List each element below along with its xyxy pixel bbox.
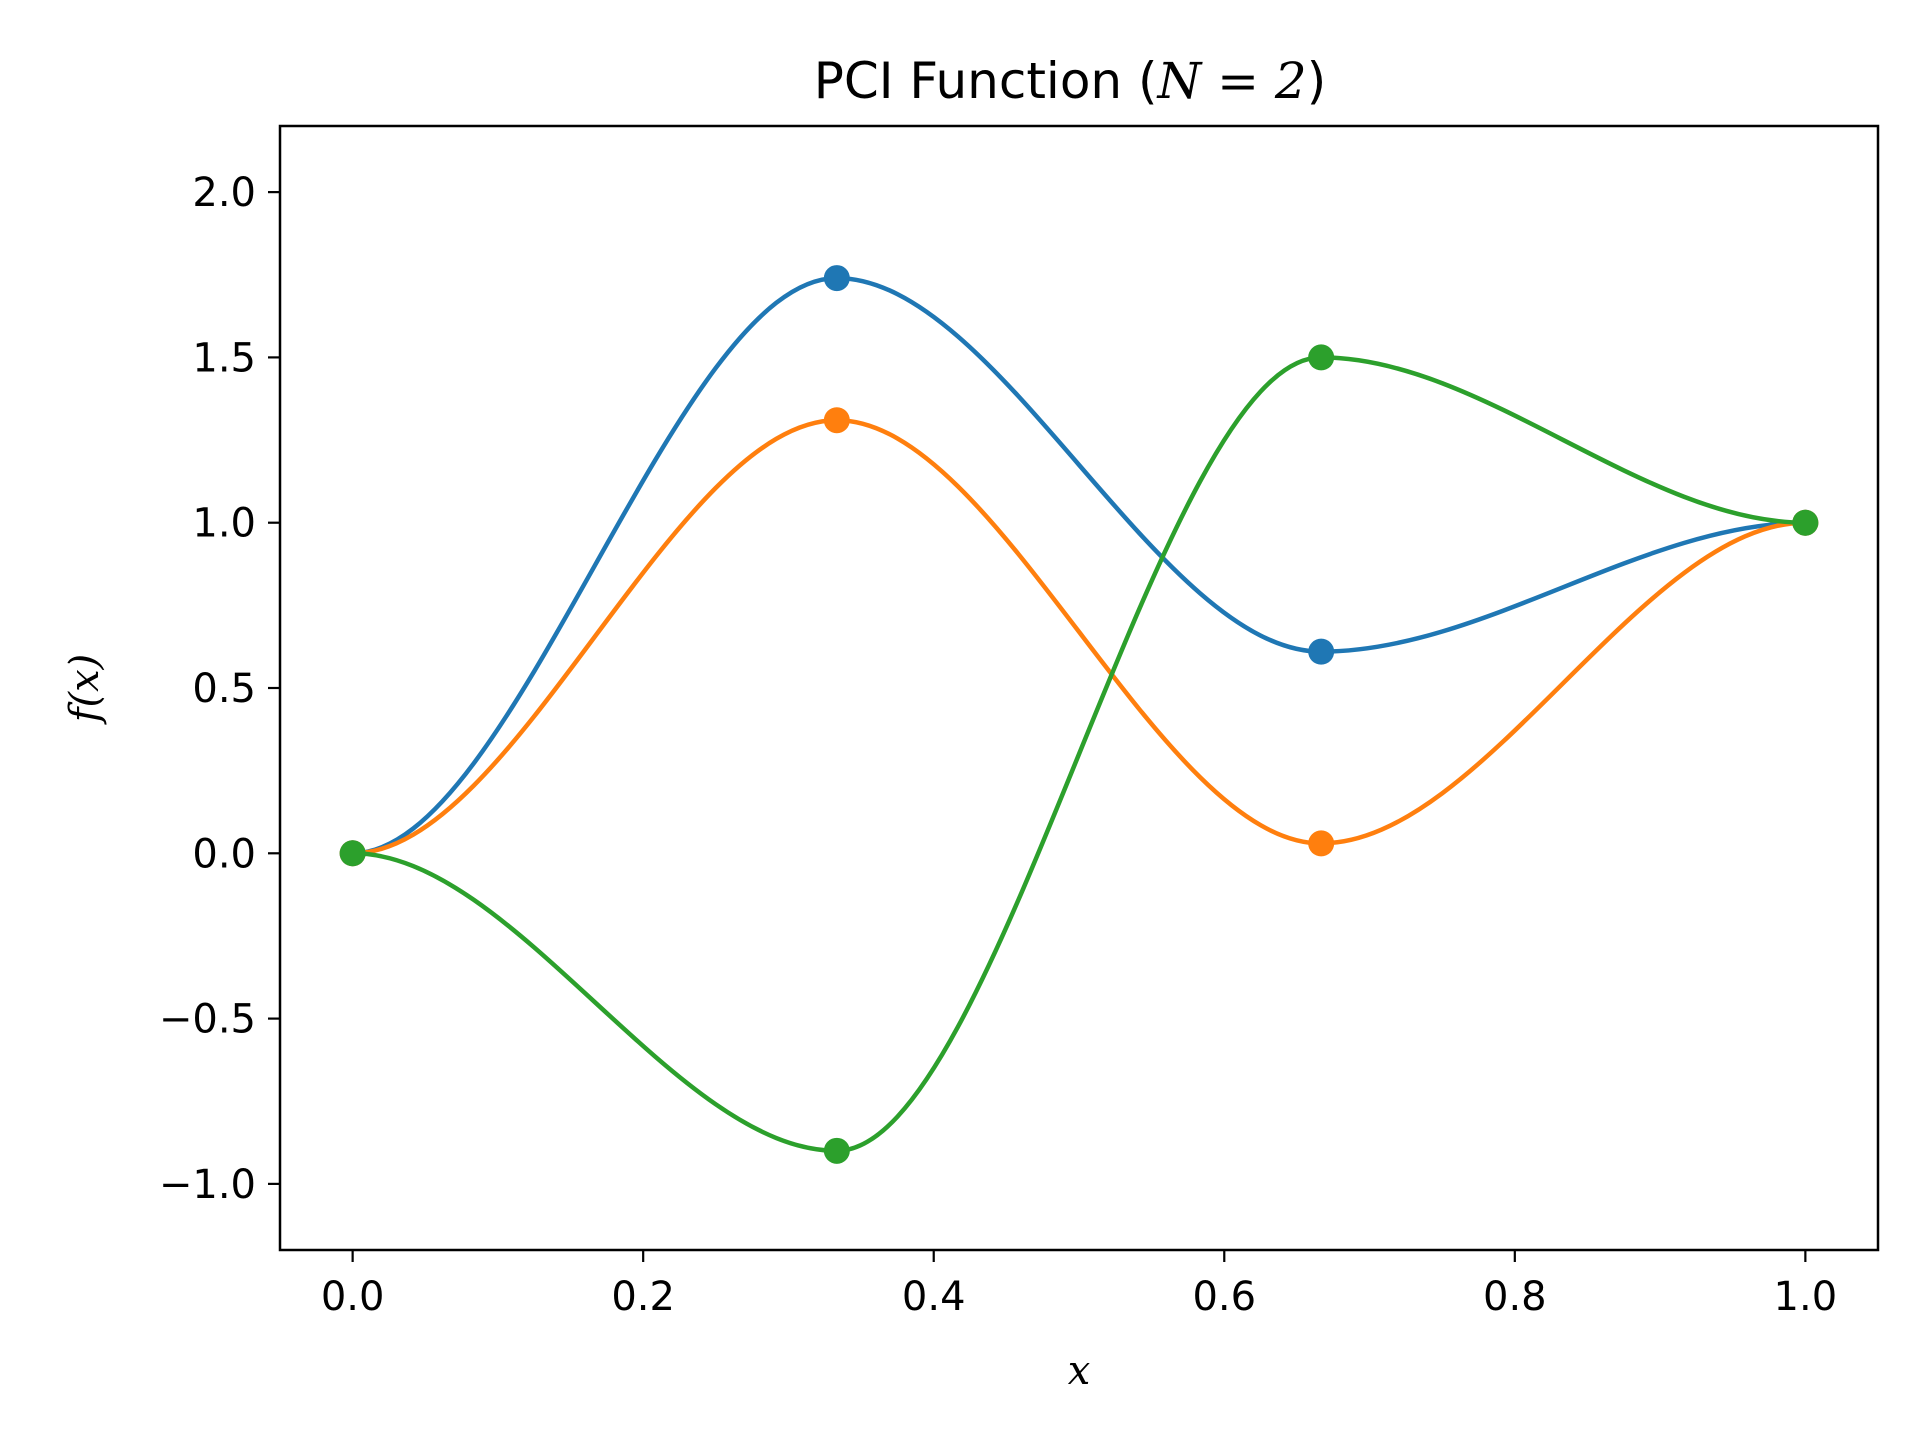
y-tick-label: 2.0 <box>192 170 256 216</box>
series-3-point <box>823 1137 850 1164</box>
series-2-point <box>823 407 850 434</box>
y-tick-label: −1.0 <box>159 1162 256 1208</box>
y-tick-label: 1.0 <box>192 501 256 547</box>
y-tick-label: 0.0 <box>192 831 256 877</box>
series-3-point <box>1308 344 1335 371</box>
series-3-point <box>339 840 366 867</box>
x-axis-label: x <box>1068 1348 1091 1394</box>
series-3-line <box>350 355 1808 1154</box>
series-1-point <box>1308 638 1335 665</box>
series-1-line <box>350 275 1808 856</box>
y-tick-label: 1.5 <box>192 335 256 381</box>
y-tick-label: −0.5 <box>159 997 256 1043</box>
x-axis: 0.0 0.2 0.4 0.6 0.8 1.0 <box>321 1250 1837 1320</box>
x-tick-label: 0.8 <box>1483 1274 1547 1320</box>
chart-title: PCI Function (N = 2) <box>814 52 1327 110</box>
series-3 <box>339 344 1819 1164</box>
x-tick-label: 1.0 <box>1774 1274 1838 1320</box>
y-axis: −1.0 −0.5 0.0 0.5 1.0 1.5 2.0 <box>159 170 280 1208</box>
series-3-point <box>1792 509 1819 536</box>
x-tick-label: 0.6 <box>1192 1274 1256 1320</box>
x-tick-label: 0.4 <box>902 1274 966 1320</box>
series-2-line <box>350 417 1808 856</box>
y-axis-label: f(x) <box>62 654 108 726</box>
chart-title-prefix: PCI Function ( <box>814 52 1158 110</box>
y-tick-label: 0.5 <box>192 666 256 712</box>
x-tick-label: 0.2 <box>611 1274 675 1320</box>
x-tick-label: 0.0 <box>321 1274 385 1320</box>
series-1-point <box>823 265 850 292</box>
chart-title-math: N = 2 <box>1157 52 1307 110</box>
series-2-point <box>1308 830 1335 857</box>
chart-title-suffix: ) <box>1307 52 1327 110</box>
plot-area <box>339 265 1819 1164</box>
